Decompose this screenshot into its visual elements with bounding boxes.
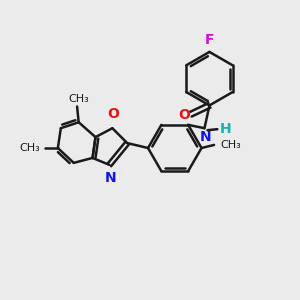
Text: CH₃: CH₃ — [69, 94, 89, 103]
Text: F: F — [205, 33, 214, 47]
Text: N: N — [200, 130, 211, 144]
Text: H: H — [219, 122, 231, 136]
Text: N: N — [105, 171, 116, 185]
Text: CH₃: CH₃ — [19, 143, 40, 153]
Text: O: O — [179, 108, 190, 122]
Text: CH₃: CH₃ — [220, 140, 241, 150]
Text: O: O — [107, 107, 119, 121]
